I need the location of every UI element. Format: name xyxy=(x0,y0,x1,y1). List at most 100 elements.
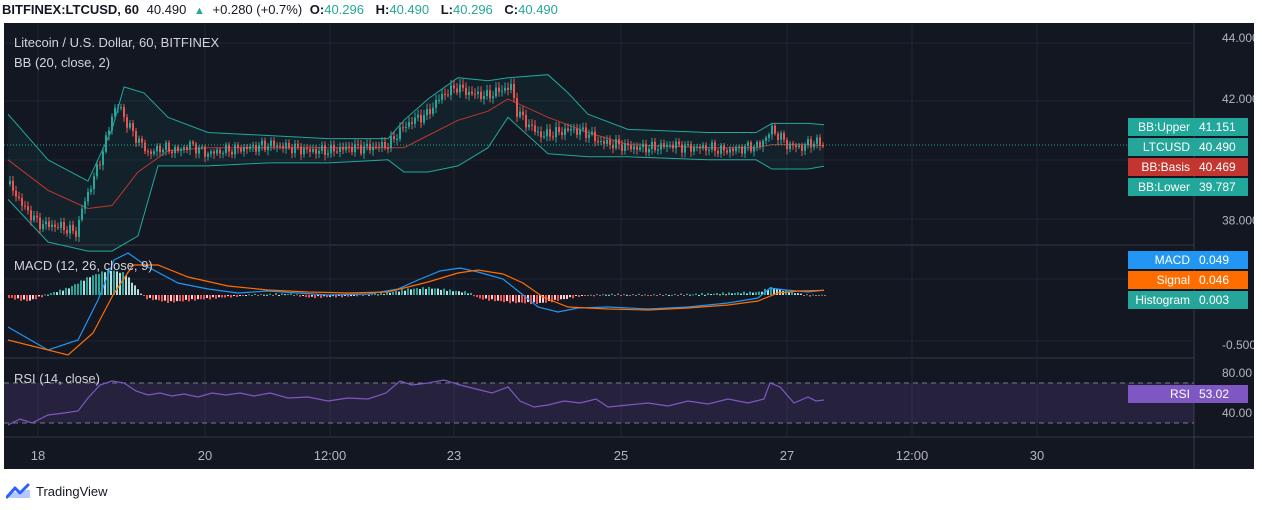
histogram-bar xyxy=(239,295,241,296)
histogram-bar xyxy=(482,295,484,300)
histogram-bar xyxy=(689,294,691,296)
candle-body xyxy=(540,131,542,138)
candle-body xyxy=(549,129,551,137)
candle-body xyxy=(711,142,713,150)
histogram-bar xyxy=(227,295,229,297)
rsi-tick-label: 80.00 xyxy=(1222,366,1252,380)
histogram-bar xyxy=(101,271,103,295)
histogram-bar xyxy=(494,295,496,302)
candle-body xyxy=(486,90,488,97)
price-label-ltcusd-value-bg xyxy=(1194,138,1248,156)
candle-body xyxy=(681,144,683,153)
price-label-ltcusd-name-bg xyxy=(1128,138,1194,156)
candle-body xyxy=(513,83,515,99)
histogram-bar xyxy=(356,295,358,297)
candle-body xyxy=(114,107,116,117)
tradingview-logo-icon xyxy=(6,483,30,499)
histogram-bar xyxy=(185,295,187,300)
histogram-bar xyxy=(668,294,670,296)
candle-body xyxy=(162,149,164,153)
histogram-bar xyxy=(701,293,703,295)
histogram-bar xyxy=(593,295,595,297)
macd-label-histogram: Histogram 0.003 xyxy=(1128,291,1248,309)
time-tick-label: 25 xyxy=(614,448,628,463)
histogram-bar xyxy=(59,289,61,295)
candle-body xyxy=(363,146,365,154)
histogram-bar xyxy=(560,295,562,300)
brand-name: TradingView xyxy=(36,483,108,499)
candle-body xyxy=(144,142,146,152)
candle-body xyxy=(345,146,347,150)
candle-body xyxy=(519,111,521,117)
ohlc-o: O:40.296 xyxy=(309,2,364,17)
grid-lines xyxy=(4,23,1254,469)
candle-body xyxy=(120,107,122,109)
candle-body xyxy=(360,144,362,154)
histogram-bar xyxy=(74,284,76,295)
histogram-bar xyxy=(257,295,259,296)
histogram-bar xyxy=(317,295,319,297)
macd-label-histogram-name-bg xyxy=(1128,291,1194,309)
histogram-bar xyxy=(11,295,13,299)
histogram-bar xyxy=(314,295,316,299)
histogram-bar xyxy=(431,288,433,295)
candle-body xyxy=(792,143,794,146)
histogram-bar xyxy=(68,288,70,295)
histogram-bar xyxy=(434,288,436,295)
rsi-line xyxy=(7,379,825,426)
histogram-bar xyxy=(545,295,547,303)
histogram-bar xyxy=(335,295,337,298)
histogram-bar xyxy=(395,290,397,295)
candle-body xyxy=(789,143,791,150)
histogram-bar xyxy=(251,295,253,296)
histogram-bar xyxy=(209,295,211,300)
histogram-bar xyxy=(773,288,775,295)
chart-svg[interactable]: 44.000 42.000 38.000 -0.500 80.00 40.00 18 20 12… xyxy=(4,23,1259,469)
candle-body xyxy=(336,151,338,153)
candle-body xyxy=(768,134,770,138)
candle-body xyxy=(453,85,455,89)
candle-body xyxy=(270,140,272,147)
candle-body xyxy=(147,151,149,153)
histogram-bar xyxy=(413,288,415,295)
chart-area[interactable]: 44.000 42.000 38.000 -0.500 80.00 40.00 18 20 12… xyxy=(4,23,1259,469)
macd-label-macd: MACD 0.049 xyxy=(1128,251,1248,269)
macd-legend: MACD (12, 26, close, 9) xyxy=(14,258,153,273)
histogram-bar xyxy=(89,277,91,295)
histogram-bar xyxy=(422,287,424,295)
candle-body xyxy=(177,146,179,151)
candle-body xyxy=(207,153,209,157)
histogram-bar xyxy=(530,295,532,305)
histogram-bar xyxy=(8,295,10,298)
candle-body xyxy=(783,132,785,140)
histogram-bar xyxy=(788,292,790,295)
histogram-bar xyxy=(215,295,217,299)
candle-body xyxy=(246,146,248,150)
histogram-bar xyxy=(56,292,58,295)
histogram-bar xyxy=(680,293,682,295)
candle-body xyxy=(402,127,404,129)
histogram-bar xyxy=(716,293,718,295)
histogram-bar xyxy=(704,294,706,296)
histogram-bar xyxy=(815,295,817,296)
candle-body xyxy=(396,139,398,141)
histogram-bar xyxy=(32,295,34,300)
histogram-bar xyxy=(731,293,733,295)
candle-body xyxy=(153,151,155,154)
time-tick-label: 20 xyxy=(198,448,212,463)
candle-body xyxy=(813,143,815,148)
candle-body xyxy=(678,141,680,145)
histogram-bar xyxy=(410,289,412,295)
histogram-bar xyxy=(338,295,340,296)
candle-body xyxy=(636,146,638,150)
candle-body xyxy=(285,142,287,149)
candle-body xyxy=(93,176,95,190)
candle-body xyxy=(504,87,506,91)
histogram-bar xyxy=(14,295,16,300)
histogram-bar xyxy=(230,295,232,298)
histogram-bar xyxy=(380,292,382,295)
candle-body xyxy=(135,131,137,143)
histogram-bar xyxy=(566,295,568,299)
histogram-bar xyxy=(455,290,457,295)
histogram-bar xyxy=(551,295,553,303)
